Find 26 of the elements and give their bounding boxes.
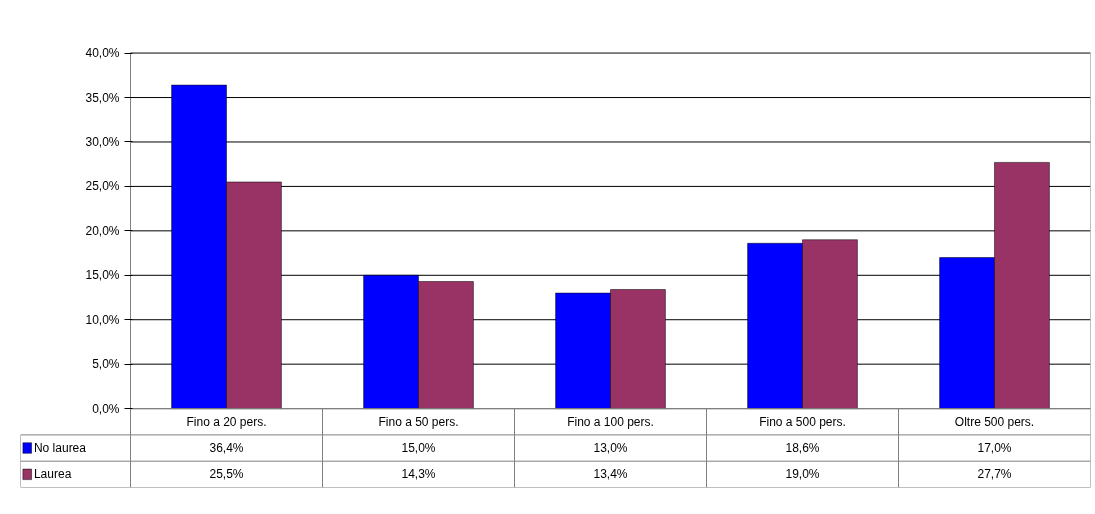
y-tick-label: 30,0% bbox=[85, 134, 120, 149]
data-label: 25,5% bbox=[209, 467, 244, 482]
legend-label: No laurea bbox=[33, 441, 87, 456]
y-tick-label: 20,0% bbox=[85, 223, 120, 238]
data-label: 18,6% bbox=[785, 441, 820, 456]
y-tick-label: 25,0% bbox=[85, 179, 120, 194]
data-label: 27,7% bbox=[977, 467, 1012, 482]
data-label: 13,0% bbox=[593, 441, 628, 456]
data-label: 14,3% bbox=[401, 467, 436, 482]
y-tick-label: 35,0% bbox=[85, 90, 120, 105]
y-tick-label: 40,0% bbox=[85, 46, 120, 61]
y-tick-label: 0,0% bbox=[92, 401, 120, 416]
y-tick-label: 5,0% bbox=[92, 357, 120, 372]
data-label: 13,4% bbox=[593, 467, 628, 482]
y-tick-label: 10,0% bbox=[85, 312, 120, 327]
y-tick-label: 15,0% bbox=[85, 268, 120, 283]
data-label: 36,4% bbox=[209, 441, 244, 456]
x-tick-label: Fino a 50 pers. bbox=[378, 414, 459, 429]
x-tick-label: Fino a 100 pers. bbox=[567, 414, 654, 429]
x-tick-label: Oltre 500 pers. bbox=[954, 414, 1035, 429]
x-tick-label: Fino a 20 pers. bbox=[186, 414, 267, 429]
data-label: 15,0% bbox=[401, 441, 436, 456]
x-tick-label: Fino a 500 pers. bbox=[759, 414, 846, 429]
legend-label: Laurea bbox=[33, 467, 72, 482]
data-label: 17,0% bbox=[977, 441, 1012, 456]
data-label: 19,0% bbox=[785, 467, 820, 482]
